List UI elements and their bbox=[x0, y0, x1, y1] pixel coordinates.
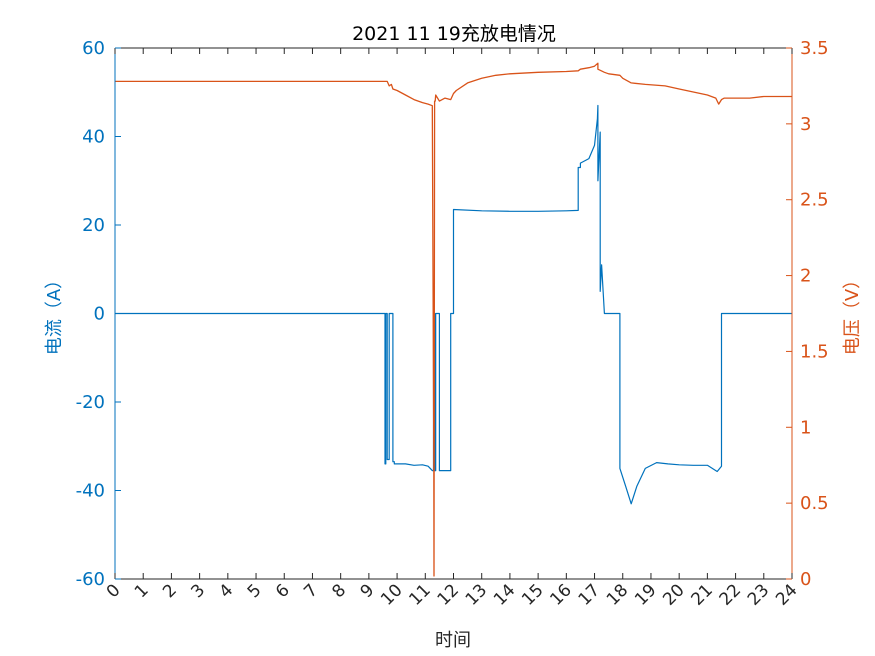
x-tick-label: 18 bbox=[603, 580, 632, 609]
x-tick-label: 22 bbox=[716, 580, 745, 609]
plot-area bbox=[115, 62, 792, 577]
right-y-tick-label: 2 bbox=[800, 266, 811, 287]
x-tick-label: 1 bbox=[131, 580, 153, 602]
x-tick-label: 16 bbox=[546, 580, 575, 609]
x-tick-label: 0 bbox=[103, 580, 125, 602]
right-y-tick-label: 1.5 bbox=[800, 341, 829, 362]
x-tick-label: 14 bbox=[490, 580, 519, 609]
left-y-tick-label: 60 bbox=[82, 38, 105, 59]
right-y-tick-label: 0.5 bbox=[800, 493, 829, 514]
x-tick-label: 15 bbox=[518, 580, 547, 609]
right-y-tick-label: 1 bbox=[800, 417, 811, 438]
x-tick-label: 19 bbox=[631, 580, 660, 609]
x-tick-label: 6 bbox=[272, 580, 294, 602]
left-y-tick-label: -60 bbox=[76, 569, 105, 590]
x-tick-label: 5 bbox=[244, 580, 266, 602]
x-tick-label: 12 bbox=[434, 580, 463, 609]
right-y-axis-label: 电压（V） bbox=[842, 271, 863, 355]
x-tick-label: 7 bbox=[300, 580, 322, 602]
x-tick-label: 2 bbox=[159, 580, 181, 602]
x-tick-label: 8 bbox=[328, 580, 350, 602]
left-y-tick-label: -20 bbox=[76, 392, 105, 413]
axes: 0 1 2 3 4 5 6 7 8 9101112131415161718192021222324… bbox=[76, 38, 829, 610]
x-tick-label: 24 bbox=[772, 580, 801, 609]
x-tick-label: 11 bbox=[405, 580, 434, 609]
voltage-series-line bbox=[115, 62, 792, 577]
right-y-tick-label: 2.5 bbox=[800, 190, 829, 211]
right-y-tick-label: 0 bbox=[800, 569, 811, 590]
x-axis-label: 时间 bbox=[435, 630, 471, 651]
x-tick-label: 17 bbox=[575, 580, 604, 609]
right-y-tick-label: 3.5 bbox=[800, 38, 829, 59]
x-tick-label: 9 bbox=[357, 580, 379, 602]
x-tick-label: 4 bbox=[216, 580, 238, 602]
x-tick-label: 10 bbox=[377, 580, 406, 609]
left-y-axis-label: 电流（A） bbox=[44, 271, 65, 355]
x-tick-label: 21 bbox=[687, 580, 716, 609]
left-y-tick-label: 20 bbox=[82, 215, 105, 236]
x-tick-label: 23 bbox=[744, 580, 773, 609]
x-tick-label: 20 bbox=[659, 580, 688, 609]
left-y-tick-label: 40 bbox=[82, 127, 105, 148]
chart-title: 2021 11 19充放电情况 bbox=[352, 23, 556, 45]
x-tick-label: 13 bbox=[462, 580, 491, 609]
left-y-tick-label: -40 bbox=[76, 481, 105, 502]
current-series-line bbox=[115, 104, 792, 505]
right-y-tick-label: 3 bbox=[800, 114, 811, 135]
x-tick-label: 3 bbox=[187, 580, 209, 602]
left-y-tick-label: 0 bbox=[94, 304, 105, 325]
